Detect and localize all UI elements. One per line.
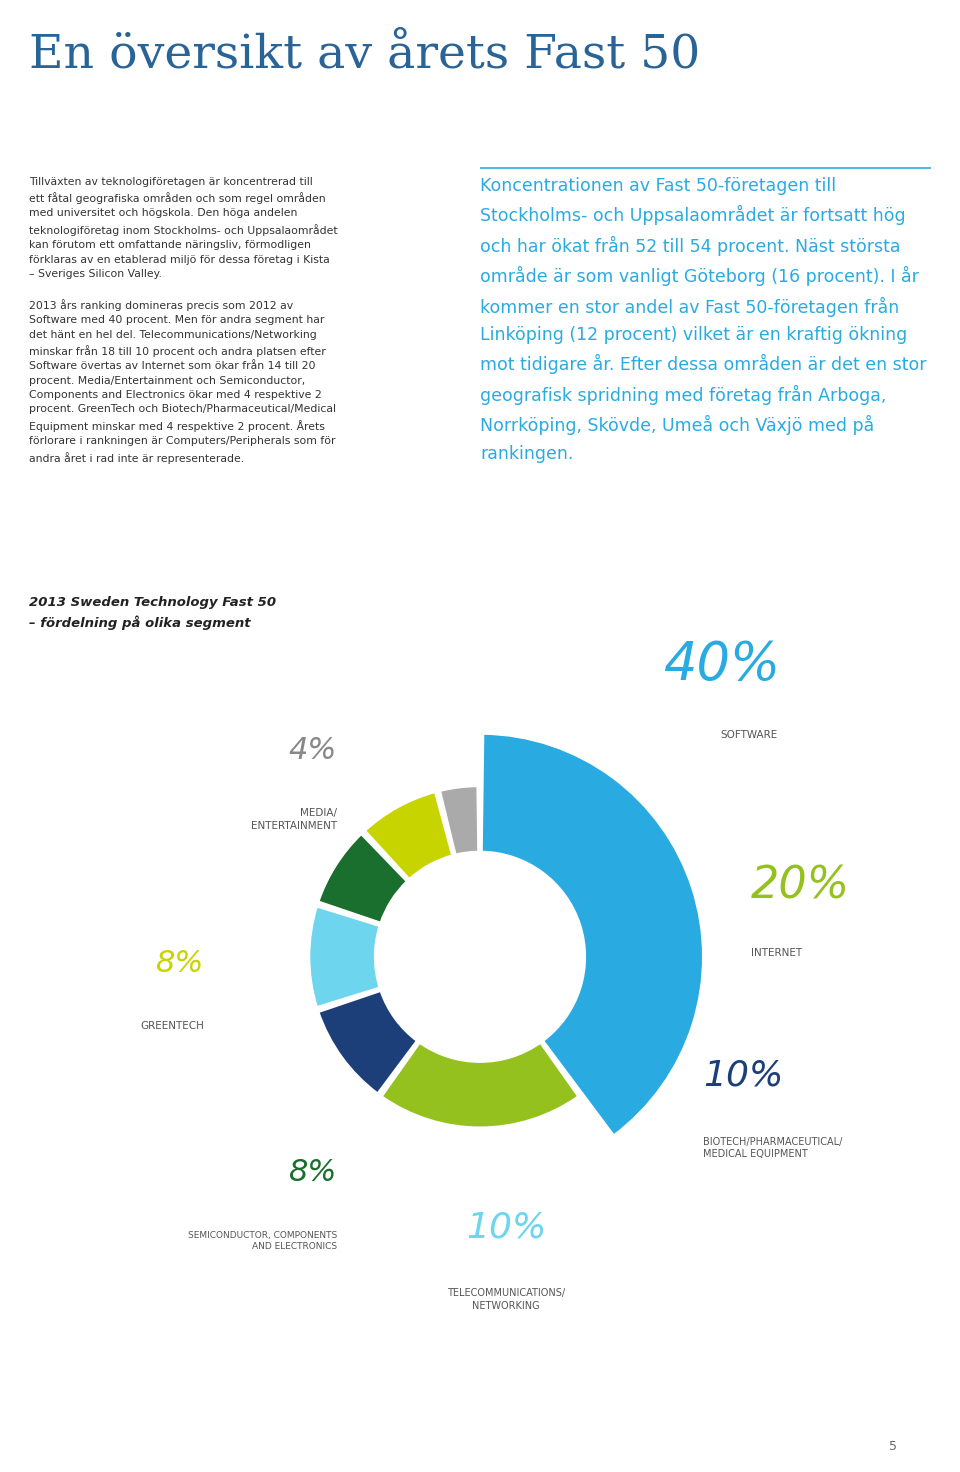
Text: MEDIA/
ENTERTAINMENT: MEDIA/ ENTERTAINMENT — [251, 808, 337, 830]
Text: 40%: 40% — [663, 639, 780, 692]
Text: 10%: 10% — [704, 1058, 783, 1092]
Text: 10%: 10% — [466, 1211, 546, 1245]
Text: 4%: 4% — [289, 736, 337, 765]
Text: Tillväxten av teknologiföretagen är koncentrerad till
ett fåtal geografiska områ: Tillväxten av teknologiföretagen är konc… — [29, 177, 337, 464]
Text: 8%: 8% — [156, 949, 204, 977]
Wedge shape — [440, 786, 479, 855]
Wedge shape — [309, 907, 380, 1007]
Text: En översikt av årets Fast 50: En översikt av årets Fast 50 — [29, 32, 700, 78]
Text: 20%: 20% — [751, 866, 850, 908]
Text: BIOTECH/PHARMACEUTICAL/
MEDICAL EQUIPMENT: BIOTECH/PHARMACEUTICAL/ MEDICAL EQUIPMEN… — [704, 1136, 843, 1158]
Text: SEMICONDUCTOR, COMPONENTS
AND ELECTRONICS: SEMICONDUCTOR, COMPONENTS AND ELECTRONIC… — [187, 1231, 337, 1251]
Text: INTERNET: INTERNET — [751, 948, 802, 958]
Wedge shape — [318, 991, 418, 1094]
Text: TELECOMMUNICATIONS/
NETWORKING: TELECOMMUNICATIONS/ NETWORKING — [447, 1288, 565, 1312]
Text: SOFTWARE: SOFTWARE — [721, 730, 779, 740]
Text: GREENTECH: GREENTECH — [140, 1022, 204, 1032]
Text: Koncentrationen av Fast 50-företagen till
Stockholms- och Uppsalaområdet är fort: Koncentrationen av Fast 50-företagen til… — [480, 177, 926, 462]
Text: 5: 5 — [889, 1440, 897, 1453]
Text: 8%: 8% — [289, 1158, 337, 1188]
Wedge shape — [318, 833, 407, 923]
Text: 2013 Sweden Technology Fast 50
– fördelning på olika segment: 2013 Sweden Technology Fast 50 – fördeln… — [29, 596, 276, 630]
Wedge shape — [481, 733, 704, 1136]
Wedge shape — [365, 792, 452, 880]
Wedge shape — [381, 1042, 579, 1128]
